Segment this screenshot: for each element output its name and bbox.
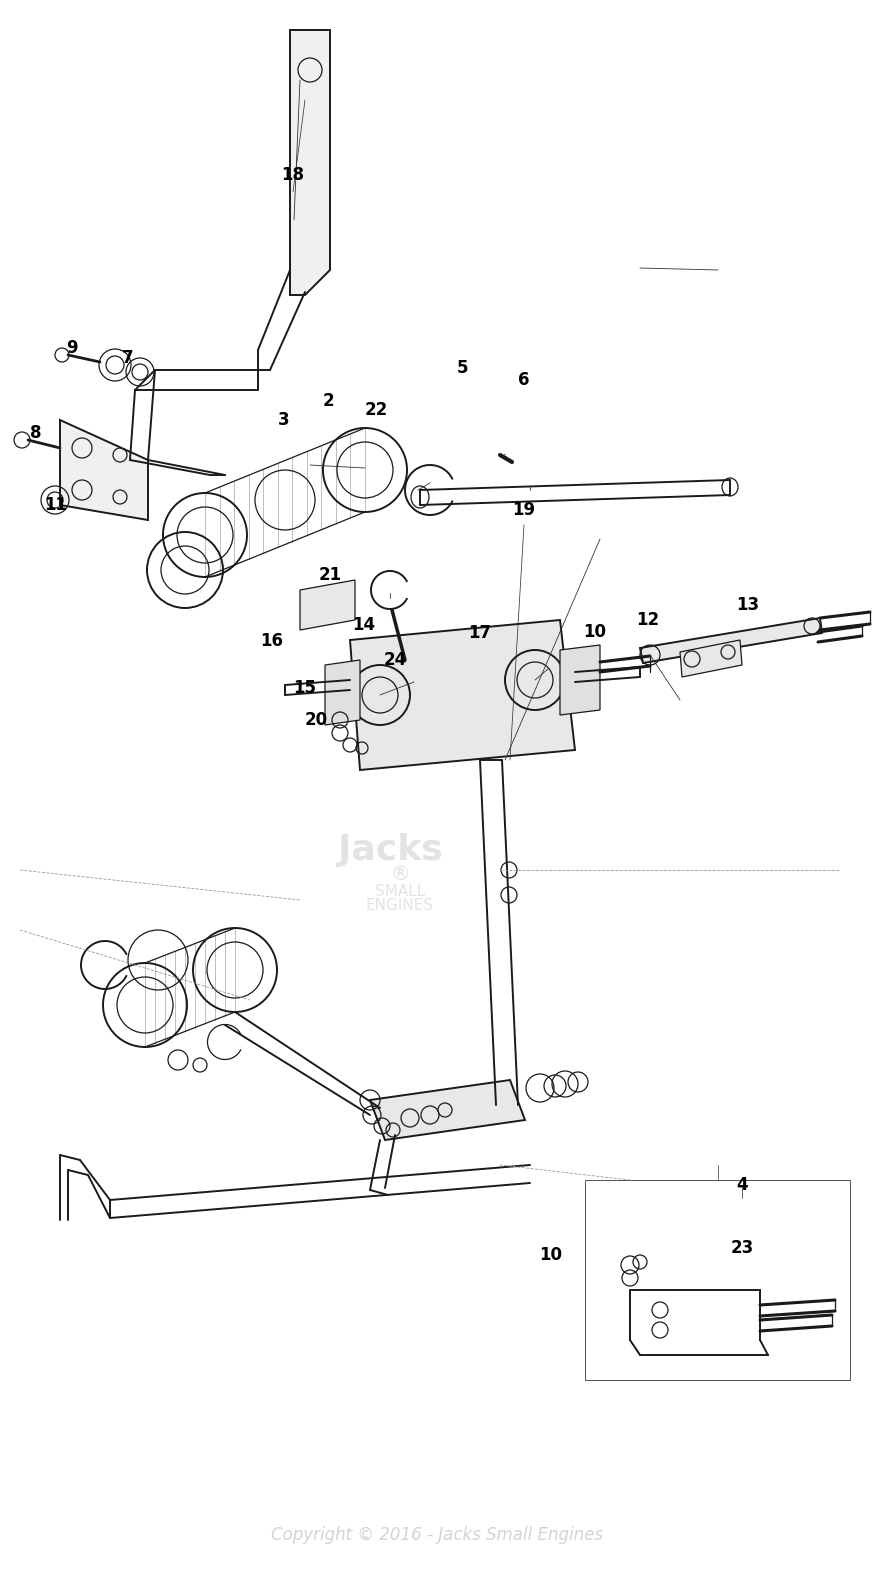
Polygon shape — [325, 661, 360, 725]
Text: 19: 19 — [513, 501, 536, 519]
Polygon shape — [640, 618, 822, 664]
Text: Jacks: Jacks — [338, 833, 443, 868]
Text: 6: 6 — [518, 370, 529, 389]
Text: 16: 16 — [261, 632, 284, 650]
Text: 2: 2 — [322, 392, 334, 410]
Text: 11: 11 — [45, 496, 67, 515]
Text: 22: 22 — [364, 402, 388, 419]
Text: 17: 17 — [468, 624, 492, 642]
Text: 24: 24 — [383, 651, 407, 668]
Text: ENGINES: ENGINES — [366, 899, 434, 913]
Text: SMALL: SMALL — [374, 885, 425, 899]
Text: 4: 4 — [736, 1177, 748, 1194]
Text: 7: 7 — [123, 348, 134, 367]
Polygon shape — [680, 640, 742, 676]
Text: 10: 10 — [584, 623, 606, 642]
Text: 5: 5 — [456, 359, 468, 377]
Polygon shape — [560, 645, 600, 715]
Text: 20: 20 — [304, 711, 327, 730]
Text: Copyright © 2016 - Jacks Small Engines: Copyright © 2016 - Jacks Small Engines — [271, 1527, 603, 1544]
Text: 15: 15 — [293, 679, 317, 697]
Polygon shape — [370, 1079, 525, 1141]
Text: 8: 8 — [31, 424, 42, 442]
Text: 12: 12 — [636, 610, 660, 629]
Polygon shape — [350, 620, 575, 770]
Text: 18: 18 — [282, 166, 304, 184]
Text: 10: 10 — [540, 1246, 563, 1265]
Polygon shape — [290, 30, 330, 295]
Text: ®: ® — [390, 866, 410, 885]
Polygon shape — [60, 420, 148, 519]
Text: 9: 9 — [66, 339, 78, 358]
Polygon shape — [300, 581, 355, 631]
Text: 21: 21 — [318, 566, 341, 584]
Text: 13: 13 — [737, 596, 760, 613]
Text: 14: 14 — [353, 617, 375, 634]
Text: 23: 23 — [731, 1240, 753, 1257]
Text: 3: 3 — [278, 411, 290, 428]
Bar — [585, 1180, 850, 1381]
